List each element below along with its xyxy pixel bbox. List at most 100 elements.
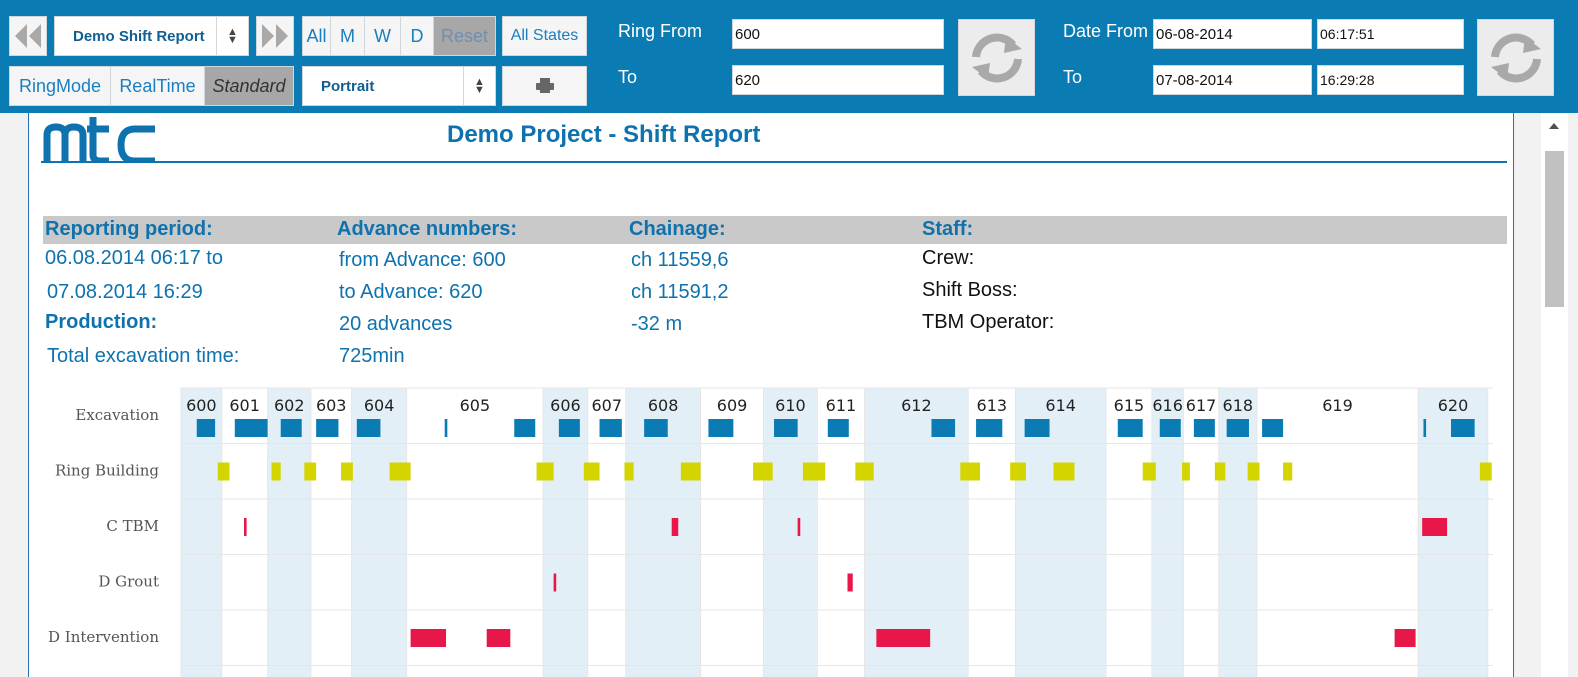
date-refresh-button[interactable] [1477,19,1554,96]
excavation-bar [976,419,1003,437]
filter-d-button[interactable]: D [400,16,434,56]
ring-building-bar [802,462,826,481]
all-states-button[interactable]: All States [502,16,587,56]
ring-label: 611 [826,396,857,415]
ring-building-bar [680,462,701,481]
standard-button[interactable]: Standard [204,66,294,106]
reset-button[interactable]: Reset [433,16,496,56]
ring-label: 606 [550,396,581,415]
chainage-from: ch 11559,6 [631,249,729,271]
ring-building-bar [855,462,874,481]
stoppage-bar [876,629,931,647]
ring-building-bar [960,462,981,481]
last-page-button[interactable] [256,16,294,56]
ring-refresh-button[interactable] [958,19,1035,96]
ring-building-bar [1182,462,1190,481]
ring-label: 610 [775,396,806,415]
select-arrows-icon: ▲ ▼ [216,17,248,55]
advance-numbers-heading: Advance numbers: [337,218,518,240]
excavation-bar [444,419,448,437]
ring-building-bar [1214,462,1226,481]
orientation-select[interactable]: Portrait ▲ ▼ [302,66,496,106]
excavation-bar [827,419,849,437]
excavation-bar [1024,419,1050,437]
chainage-delta: -32 m [631,313,683,335]
excavation-bar [234,419,268,437]
excavation-bar [1451,419,1475,437]
ring-label: 615 [1114,396,1145,415]
report-select[interactable]: Demo Shift Report ▲ ▼ [54,16,249,56]
ring-mode-button[interactable]: RingMode [9,66,111,106]
row-label: D Intervention [48,628,159,646]
filter-m-button[interactable]: M [330,16,365,56]
row-label: Excavation [75,406,159,424]
date-from-input[interactable]: 06-08-2014 [1153,19,1312,49]
production-heading: Production: [45,311,158,333]
ring-label: 614 [1045,396,1076,415]
advance-count: 20 advances [339,313,453,335]
ring-label: 612 [901,396,932,415]
row-label: C TBM [106,517,159,535]
excavation-bar [1423,419,1427,437]
ring-building-bar [753,462,773,481]
excavation-bar [1262,419,1284,437]
print-button[interactable] [502,66,587,106]
reporting-period-end: 07.08.2014 16:29 [47,281,203,303]
excavation-bar [774,419,798,437]
scroll-up-icon[interactable] [1549,123,1559,129]
ring-building-bar [1053,462,1075,481]
excavation-bar [316,419,339,437]
excavation-bar [708,419,734,437]
chainage-heading: Chainage: [629,218,726,240]
activity-gantt-chart: Excavation Ring Building C TBM D Grout D Int… [48,387,1493,677]
ring-label: 617 [1186,396,1217,415]
ring-building-bar [217,462,230,481]
total-excavation-label: Total excavation time: [47,345,240,367]
first-page-button[interactable] [9,16,47,56]
date-to-input[interactable]: 07-08-2014 [1153,65,1312,95]
orientation-select-value: Portrait [321,77,375,95]
time-from-input[interactable]: 06:17:51 [1317,19,1464,49]
filter-w-button[interactable]: W [364,16,401,56]
excavation-bar [1226,419,1249,437]
date-from-label: Date From [1063,21,1149,41]
double-left-arrow-icon [15,24,41,48]
excavation-bar [644,419,668,437]
shift-boss-label: Shift Boss: [922,279,1018,301]
crew-label: Crew: [922,247,975,269]
staff-heading: Staff: [922,218,974,240]
ring-building-bar [1142,462,1156,481]
excavation-bar [280,419,302,437]
excavation-bar [931,419,956,437]
ring-building-bar [1283,462,1293,481]
ring-to-input[interactable]: 620 [732,65,944,95]
scroll-thumb[interactable] [1545,151,1564,307]
stoppage-bar [797,518,801,536]
real-time-button[interactable]: RealTime [110,66,205,106]
advance-from: from Advance: 600 [339,249,506,271]
refresh-icon [971,33,1022,82]
report-select-value: Demo Shift Report [73,27,205,45]
stoppage-bar [553,573,557,592]
ring-label: 608 [648,396,679,415]
ring-from-label: Ring From [618,21,703,41]
tbm-operator-label: TBM Operator: [922,311,1055,333]
filter-all-button[interactable]: All [302,16,331,56]
printer-icon [535,78,554,93]
ring-building-bar [1479,462,1492,481]
ring-from-input[interactable]: 600 [732,19,944,49]
ring-building-bar [271,462,281,481]
title-divider [41,161,1507,163]
stoppage-bar [847,573,853,592]
ring-label: 605 [460,396,491,415]
stoppage-bar [410,629,447,647]
ring-label: 600 [186,396,217,415]
ring-building-bar [536,462,554,481]
vertical-scrollbar[interactable] [1541,113,1568,677]
reporting-period-start: 06.08.2014 06:17 to [45,247,223,269]
ring-label: 607 [591,396,622,415]
stoppage-bar [243,518,247,536]
time-to-input[interactable]: 16:29:28 [1317,65,1464,95]
ring-building-bar [1010,462,1026,481]
report-page: Demo Project - Shift Report Reporting pe… [28,113,1514,677]
